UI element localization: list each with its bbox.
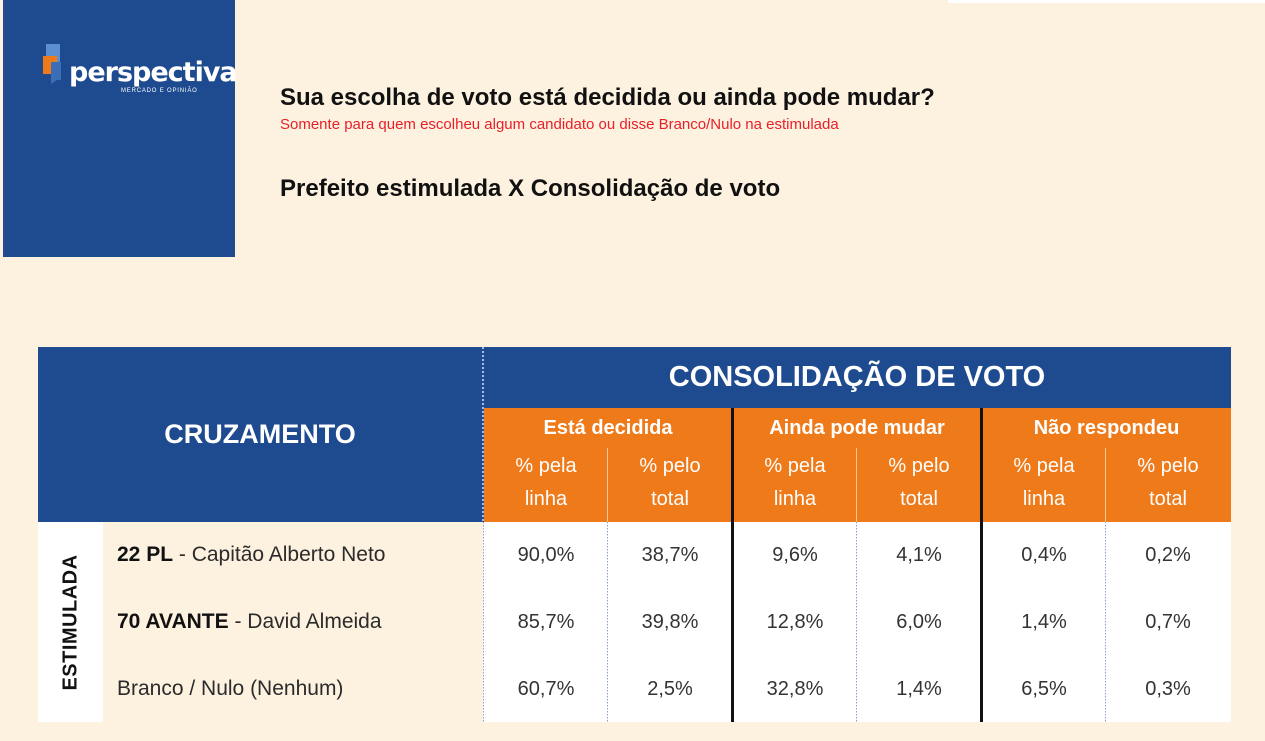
table-cell: 39,8% bbox=[641, 611, 699, 633]
subheader-divider bbox=[607, 448, 608, 522]
section-title: Prefeito estimulada X Consolidação de vo… bbox=[280, 175, 781, 202]
top-white-strip bbox=[948, 0, 1265, 3]
logo-tagline: MERCADO E OPINIÃO bbox=[121, 88, 198, 94]
table-cell: 0,4% bbox=[1021, 544, 1067, 566]
table-cell: 2,5% bbox=[647, 678, 693, 700]
logo-text: perspectiva bbox=[69, 57, 238, 88]
column-divider bbox=[1105, 522, 1106, 722]
cruzamento-header: CRUZAMENTO bbox=[164, 419, 356, 449]
subcolumn-header: % pelo total bbox=[1137, 455, 1199, 510]
subcolumn-header: % pelo total bbox=[888, 455, 950, 510]
subcolumn-header: % pela linha bbox=[764, 455, 826, 510]
table-cell: 32,8% bbox=[766, 678, 824, 700]
subheader-divider bbox=[1105, 448, 1106, 522]
group-divider bbox=[731, 522, 734, 722]
subcolumn-header: % pela linha bbox=[1013, 455, 1075, 510]
header-divider bbox=[482, 347, 484, 522]
table-row-label: 22 PL - Capitão Alberto Neto bbox=[117, 543, 386, 566]
page-title: Sua escolha de voto está decidida ou ain… bbox=[280, 84, 935, 111]
table-cell: 9,6% bbox=[772, 544, 818, 566]
subcolumn-header: % pela linha bbox=[515, 455, 577, 510]
table-row-label: Branco / Nulo (Nenhum) bbox=[117, 677, 344, 700]
table-cell: 60,7% bbox=[517, 678, 575, 700]
group-header-nao-respondeu: Não respondeu bbox=[1033, 416, 1180, 439]
table-cell: 0,2% bbox=[1145, 544, 1191, 566]
table-cell: 0,3% bbox=[1145, 678, 1191, 700]
page-subtitle: Somente para quem escolheu algum candida… bbox=[280, 116, 839, 133]
table-cell: 12,8% bbox=[766, 611, 824, 633]
table-cell: 38,7% bbox=[641, 544, 699, 566]
subheader-divider bbox=[856, 448, 857, 522]
table-cell: 0,7% bbox=[1145, 611, 1191, 633]
group-divider bbox=[980, 408, 983, 522]
table-cell: 85,7% bbox=[517, 611, 575, 633]
column-divider bbox=[607, 522, 608, 722]
subcolumn-header: % pelo total bbox=[639, 455, 701, 510]
estimulada-side-label: ESTIMULADA bbox=[59, 553, 82, 691]
group-header-decidida: Está decidida bbox=[543, 416, 673, 439]
table-cell: 90,0% bbox=[517, 544, 575, 566]
table-cell: 4,1% bbox=[896, 544, 942, 566]
orange-subheader bbox=[484, 408, 1231, 522]
group-divider bbox=[980, 522, 983, 722]
table-cell: 1,4% bbox=[1021, 611, 1067, 633]
table-row-label: 70 AVANTE - David Almeida bbox=[117, 610, 382, 633]
consolidacao-header: CONSOLIDAÇÃO DE VOTO bbox=[668, 361, 1046, 393]
column-divider bbox=[856, 522, 857, 722]
table-cell: 6,5% bbox=[1021, 678, 1067, 700]
table-cell: 6,0% bbox=[896, 611, 942, 633]
group-divider bbox=[731, 408, 734, 522]
table-cell: 1,4% bbox=[896, 678, 942, 700]
logo-icon bbox=[43, 44, 61, 84]
group-header-pode-mudar: Ainda pode mudar bbox=[769, 416, 945, 439]
brand-panel: perspectiva MERCADO E OPINIÃO bbox=[3, 0, 238, 257]
row-header-column bbox=[103, 522, 483, 722]
column-divider bbox=[483, 522, 484, 722]
